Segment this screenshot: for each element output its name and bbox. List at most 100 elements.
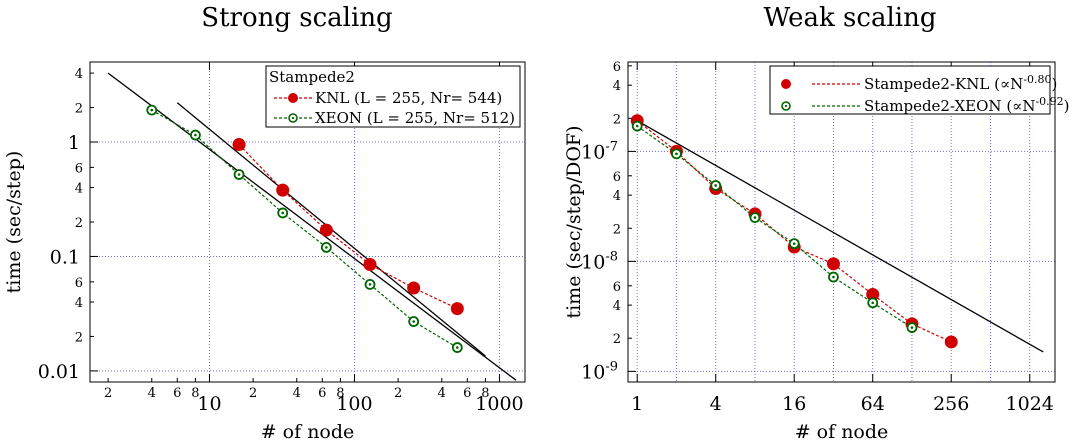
x-minor-tick-label: 4 (438, 386, 446, 401)
x-minor-tick-label: 4 (293, 386, 301, 401)
y-tick-label: 10-7 (581, 139, 618, 163)
legend-item: XEON (L = 255, Nr= 512) (274, 109, 515, 127)
x-tick-label: 1000 (475, 393, 523, 415)
series-line (636, 125, 913, 329)
y-minor-tick-label: 2 (613, 222, 621, 237)
data-point (232, 138, 246, 152)
legend-marker (781, 79, 791, 89)
x-minor-tick-label: 2 (394, 386, 402, 401)
data-point (450, 302, 464, 316)
data-point (363, 258, 377, 272)
plot-frame (627, 61, 1056, 383)
x-axis-label: # of node (795, 421, 889, 443)
data-point (866, 287, 880, 301)
x-minor-tick-label: 6 (318, 386, 326, 401)
data-point (671, 148, 682, 160)
series-1 (232, 138, 464, 316)
y-minor-tick-label: 2 (613, 332, 621, 347)
x-minor-tick-label: 6 (463, 386, 471, 401)
series-2 (146, 104, 463, 353)
legend-marker (288, 93, 298, 103)
data-point (276, 183, 290, 197)
legend-item: KNL (L = 255, Nr= 544) (274, 89, 502, 107)
x-minor-tick-label: 6 (173, 386, 181, 401)
x-tick-label: 16 (782, 393, 806, 415)
reference-line (636, 120, 1044, 353)
data-point (828, 271, 839, 283)
data-point (320, 241, 332, 253)
x-tick-label: 256 (933, 393, 969, 415)
data-point-dot (237, 173, 241, 176)
x-minor-tick-label: 4 (148, 386, 156, 401)
data-point-dot (675, 152, 678, 156)
data-point (233, 169, 245, 180)
data-point (146, 104, 158, 116)
y-tick-label: 10-9 (581, 359, 618, 383)
x-axis-label: # of node (261, 421, 355, 443)
data-point-dot (325, 246, 328, 249)
y-minor-tick-label: 6 (613, 280, 621, 295)
data-point-dot (871, 301, 875, 305)
legend-label: KNL (L = 255, Nr= 544) (315, 89, 502, 107)
data-point (319, 223, 333, 237)
data-point (451, 342, 463, 353)
y-minor-tick-label: 2 (613, 112, 621, 127)
y-tick-label: 10-8 (581, 249, 618, 273)
data-point (788, 238, 800, 250)
x-tick-label: 100 (336, 393, 372, 415)
legend-label: Stampede2-KNL (∝N-0.80) (864, 73, 1057, 93)
y-axis-label: time (sec/step) (3, 151, 25, 294)
legend-label: Stampede2-XEON (∝N-0.92) (864, 95, 1070, 115)
data-point (944, 335, 958, 349)
data-point-dot (368, 283, 372, 286)
x-minor-tick-label: 2 (249, 386, 257, 401)
x-tick-label: 10 (197, 393, 221, 415)
y-minor-tick-label: 2 (75, 102, 83, 117)
data-point (906, 322, 918, 333)
x-tick-label: 1024 (1006, 393, 1054, 415)
data-point-dot (194, 133, 197, 137)
y-minor-tick-label: 4 (75, 182, 83, 197)
data-point (190, 129, 201, 141)
data-point (277, 207, 289, 219)
y-minor-tick-label: 6 (75, 276, 83, 291)
x-minor-tick-label: 8 (481, 386, 489, 401)
data-point (408, 316, 420, 327)
y-minor-tick-label: 4 (75, 296, 83, 311)
x-tick-label: 64 (861, 393, 885, 415)
legend-marker-dot (784, 104, 788, 108)
y-minor-tick-label: 4 (613, 79, 621, 94)
chart-title: Strong scaling (201, 3, 392, 33)
data-point-dot (753, 216, 757, 219)
legend-box (769, 65, 1051, 115)
legend: Stampede2 KNL (L = 255, Nr= 544) XEON (L =… (265, 65, 521, 128)
series-2 (631, 120, 918, 333)
y-tick-label: 0.1 (50, 246, 80, 268)
legend-item: Stampede2-XEON (∝N-0.92) (781, 95, 1070, 115)
chart-title: Weak scaling (764, 3, 937, 33)
data-point (749, 212, 761, 224)
data-point (407, 281, 421, 295)
chart-2: Weak scaling # of node time (sec/step/DOF)… (563, 3, 1070, 443)
data-point (364, 278, 376, 290)
data-point-dot (714, 184, 718, 187)
x-minor-tick-label: 2 (104, 386, 112, 401)
grid (90, 62, 525, 382)
legend: Stampede2-KNL (∝N-0.80)Stampede2-XEON (∝… (769, 65, 1070, 115)
series-line (151, 109, 458, 349)
data-point-dot (456, 346, 459, 349)
data-point-dot (412, 320, 415, 323)
series-line (238, 144, 458, 310)
data-point-dot (635, 124, 639, 128)
data-point (710, 180, 722, 191)
y-tick-label: 0.01 (38, 361, 80, 383)
data-point-dot (281, 211, 285, 215)
data-point-dot (150, 108, 154, 112)
legend-item: Stampede2-KNL (∝N-0.80) (781, 73, 1057, 93)
y-minor-tick-label: 4 (75, 67, 83, 82)
data-point-dot (832, 275, 835, 279)
x-tick-label: 4 (710, 393, 722, 415)
data-point (867, 297, 879, 309)
x-tick-label: 1 (631, 393, 643, 415)
